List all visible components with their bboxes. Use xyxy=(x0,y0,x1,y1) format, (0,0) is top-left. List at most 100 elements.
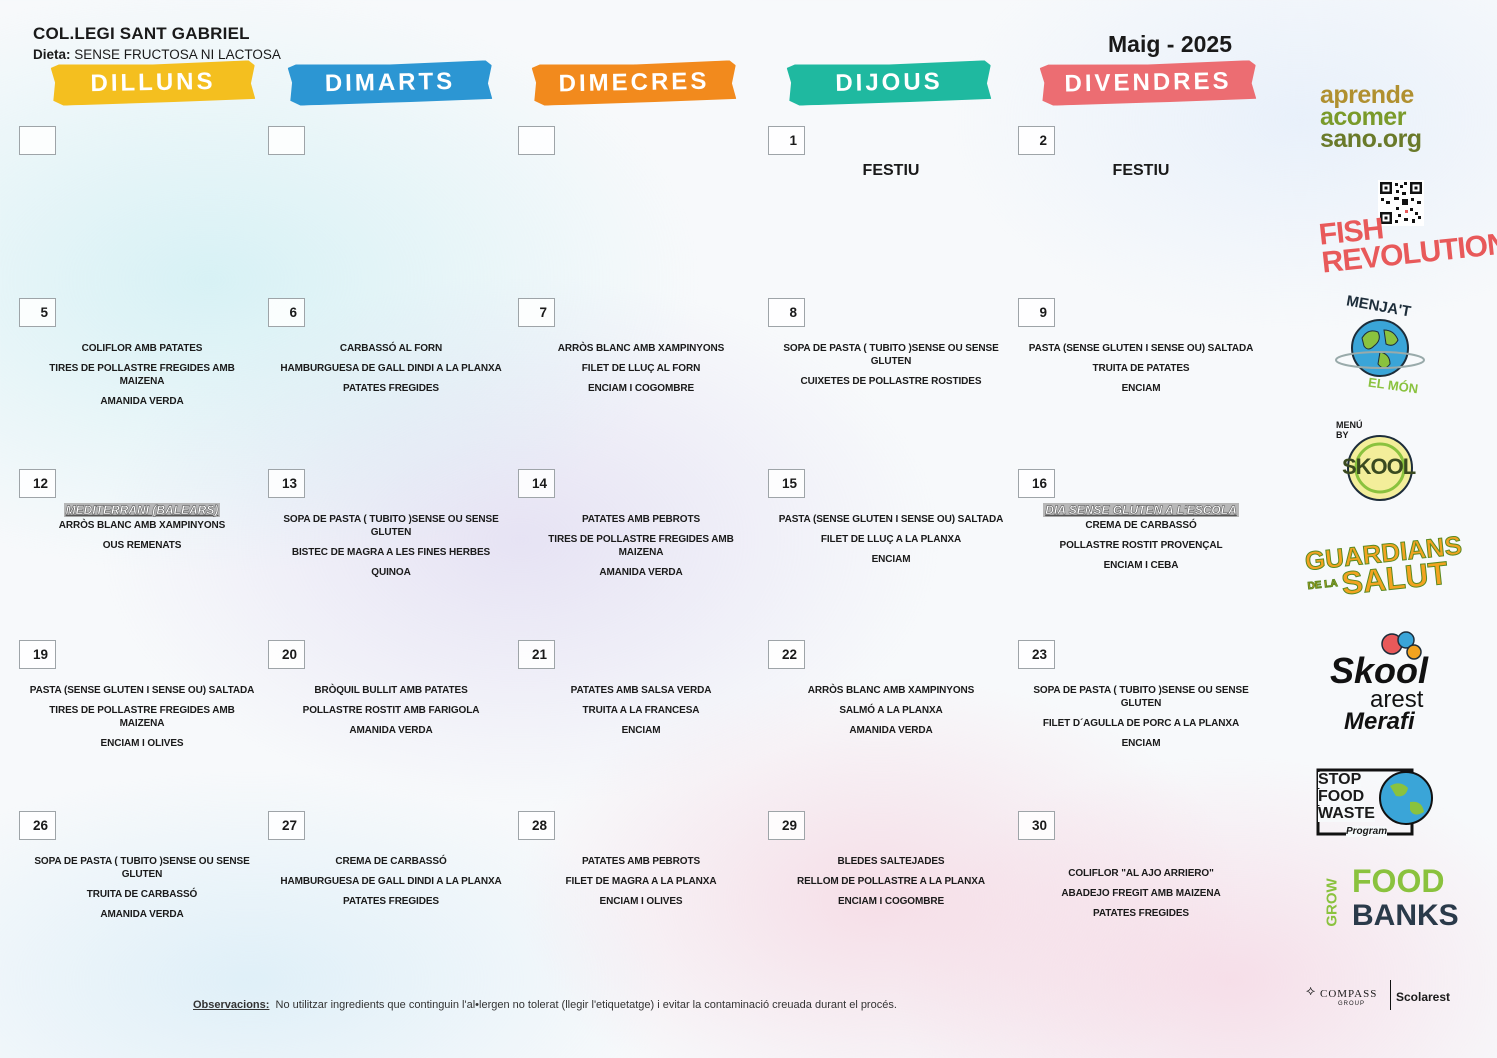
day-cell: 27 CREMA DE CARBASSÓ HAMBURGUESA DE GALL D… xyxy=(268,811,514,981)
menu-dish: TIRES DE POLLASTRE FREGIDES AMB MAIZENA xyxy=(49,705,235,729)
special-day-banner: MEDITERRANI (BALEARS) xyxy=(19,501,265,519)
chef-icon xyxy=(1381,631,1422,660)
day-menu: PATATES AMB PEBROTS TIRES DE POLLASTRE FR… xyxy=(518,513,764,586)
menu-dish: FILET DE MAGRA A LA PLANXA xyxy=(565,876,717,887)
day-cell: 7 ARRÒS BLANC AMB XAMPINYONS FILET DE LLUÇ… xyxy=(518,298,764,468)
menu-dish: AMANIDA VERDA xyxy=(100,396,184,407)
day-menu: COLIFLOR "AL AJO ARRIERO" ABADEJO FREGIT … xyxy=(1018,867,1264,927)
day-number: 26 xyxy=(19,811,56,840)
menu-dish: ENCIAM I COGOMBRE xyxy=(837,896,945,907)
skoolarest-line-3: Merafi xyxy=(1344,708,1415,735)
menu-dish: HAMBURGUESA DE GALL DINDI A LA PLANXA xyxy=(280,876,502,887)
grow-food-banks-logo: GROW FOOD BANKS xyxy=(1323,864,1459,938)
menu-dish: CREMA DE CARBASSÓ xyxy=(1085,520,1197,531)
day-number: 2 xyxy=(1018,126,1055,155)
day-menu: FESTIU xyxy=(768,162,1014,180)
day-number: 27 xyxy=(268,811,305,840)
menu-dish: SOPA DE PASTA ( TUBITO )SENSE OU SENSE G… xyxy=(783,343,999,367)
day-cell: 23 SOPA DE PASTA ( TUBITO )SENSE OU SENSE… xyxy=(1018,640,1264,810)
menu-dish: ENCIAM xyxy=(1121,738,1161,749)
menu-dish: CREMA DE CARBASSÓ xyxy=(335,856,447,867)
day-cell xyxy=(19,126,265,296)
day-cell: 8 SOPA DE PASTA ( TUBITO )SENSE OU SENSE … xyxy=(768,298,1014,468)
day-number: 29 xyxy=(768,811,805,840)
day-cell: 29 BLEDES SALTEJADES RELLOM DE POLLASTRE A… xyxy=(768,811,1014,981)
day-number: 14 xyxy=(518,469,555,498)
day-menu: CARBASSÓ AL FORN HAMBURGUESA DE GALL DIND… xyxy=(268,342,514,402)
special-day-label: DIA SENSE GLUTEN A L'ESCOLA xyxy=(1043,503,1239,517)
day-menu: ARRÒS BLANC AMB XAMPINYONS FILET DE LLUÇ … xyxy=(518,342,764,402)
day-number: 21 xyxy=(518,640,555,669)
menu-dish: ENCIAM I OLIVES xyxy=(599,896,683,907)
menu-dish: TIRES DE POLLASTRE FREGIDES AMB MAIZENA xyxy=(49,363,235,387)
day-cell: 30 COLIFLOR "AL AJO ARRIERO" ABADEJO FREGI… xyxy=(1018,811,1264,981)
menu-dish: AMANIDA VERDA xyxy=(349,725,433,736)
day-number: 7 xyxy=(518,298,555,327)
menu-dish: PASTA (SENSE GLUTEN I SENSE OU) SALTADA xyxy=(1028,343,1254,354)
day-menu: CREMA DE CARBASSÓ HAMBURGUESA DE GALL DIN… xyxy=(268,855,514,915)
day-number: 13 xyxy=(268,469,305,498)
menu-dish: RELLOM DE POLLASTRE A LA PLANXA xyxy=(796,876,985,887)
weekday-banner-divendres: DIVENDRES xyxy=(1040,60,1257,106)
day-number: 16 xyxy=(1018,469,1055,498)
stopfood-line-3: WASTE xyxy=(1318,805,1375,822)
day-number: 15 xyxy=(768,469,805,498)
aprende-line-2: acomer xyxy=(1320,103,1406,131)
day-cell: 16 DIA SENSE GLUTEN A L'ESCOLA CREMA DE CA… xyxy=(1018,469,1264,639)
school-name: COL.LEGI SANT GABRIEL xyxy=(33,24,250,43)
day-menu: PATATES AMB PEBROTS FILET DE MAGRA A LA P… xyxy=(518,855,764,915)
menu-dish: SOPA DE PASTA ( TUBITO )SENSE OU SENSE G… xyxy=(283,514,499,538)
day-number: 8 xyxy=(768,298,805,327)
skool-word: SKOOL xyxy=(1342,454,1416,479)
scolarest-word: Scolarest xyxy=(1396,990,1451,1004)
day-menu: SOPA DE PASTA ( TUBITO )SENSE OU SENSE G… xyxy=(268,513,514,586)
grow-word: GROW xyxy=(1323,878,1341,927)
menu-dish: TIRES DE POLLASTRE FREGIDES AMB MAIZENA xyxy=(548,534,734,558)
guardians-line-3: SALUT xyxy=(1339,554,1450,602)
day-menu: SOPA DE PASTA ( TUBITO )SENSE OU SENSE G… xyxy=(768,342,1014,395)
menu-dish: SOPA DE PASTA ( TUBITO )SENSE OU SENSE G… xyxy=(34,856,250,880)
day-menu: ARRÒS BLANC AMB XAMPINYONS SALMÓ A LA PLA… xyxy=(768,684,1014,744)
logo-divider xyxy=(1390,980,1391,1010)
menu-dish: PATATES AMB SALSA VERDA xyxy=(570,685,712,696)
aprende-line-3: sano.org xyxy=(1320,125,1422,153)
menu-dish: PATATES FREGIDES xyxy=(343,896,439,907)
day-cell: 12 MEDITERRANI (BALEARS) ARRÒS BLANC AMB X… xyxy=(19,469,265,639)
stop-food-waste-logo: STOP FOOD WASTE Program xyxy=(1316,764,1440,844)
weekday-banner-dimecres: DIMECRES xyxy=(532,60,737,106)
day-cell: 2 FESTIU xyxy=(1018,126,1264,296)
day-number: 22 xyxy=(768,640,805,669)
menu-dish: FILET DE LLUÇ A LA PLANXA xyxy=(820,534,962,545)
day-menu: PASTA (SENSE GLUTEN I SENSE OU) SALTADA T… xyxy=(1018,342,1264,402)
holiday-label: FESTIU xyxy=(1112,162,1170,179)
menu-dish: SALMÓ A LA PLANXA xyxy=(839,705,943,716)
menu-dish: COLIFLOR "AL AJO ARRIERO" xyxy=(1068,868,1214,879)
day-menu: BRÒQUIL BULLIT AMB PATATES POLLASTRE ROST… xyxy=(268,684,514,744)
menu-dish: CUIXETES DE POLLASTRE ROSTIDES xyxy=(800,376,982,387)
menu-dish: SOPA DE PASTA ( TUBITO )SENSE OU SENSE G… xyxy=(1033,685,1249,709)
stopfood-line-4: Program xyxy=(1346,826,1388,837)
day-cell xyxy=(518,126,764,296)
menu-dish: FILET DE LLUÇ AL FORN xyxy=(581,363,701,374)
compass-scolarest-logo: ⟡ COMPASS GROUP Scolarest xyxy=(1306,980,1456,1014)
day-number xyxy=(268,126,305,155)
day-cell: 19 PASTA (SENSE GLUTEN I SENSE OU) SALTAD… xyxy=(19,640,265,810)
menu-dish: PATATES FREGIDES xyxy=(343,383,439,394)
day-number xyxy=(518,126,555,155)
fish-revolution-logo: FISH REVOLUTION xyxy=(1317,202,1497,279)
day-cell: 20 BRÒQUIL BULLIT AMB PATATES POLLASTRE RO… xyxy=(268,640,514,810)
menu-dish: AMANIDA VERDA xyxy=(100,909,184,920)
menu-dish: BISTEC DE MAGRA A LES FINES HERBES xyxy=(291,547,491,558)
day-number xyxy=(19,126,56,155)
compass-icon: ⟡ xyxy=(1306,982,1316,998)
weekday-banner-dilluns: DILLUNS xyxy=(51,60,256,106)
qr-code-icon xyxy=(1378,180,1424,226)
menu-dish: PATATES AMB PEBROTS xyxy=(581,856,701,867)
menu-dish: BRÒQUIL BULLIT AMB PATATES xyxy=(314,685,468,696)
menu-dish: ENCIAM I COGOMBRE xyxy=(587,383,695,394)
month-title: Maig - 2025 xyxy=(1108,31,1232,57)
menu-by-skool-logo: MENÚ BY SKOOL xyxy=(1336,420,1426,504)
day-cell: 6 CARBASSÓ AL FORN HAMBURGUESA DE GALL DIN… xyxy=(268,298,514,468)
menu-dish: TRUITA DE CARBASSÓ xyxy=(86,889,198,900)
day-menu: BLEDES SALTEJADES RELLOM DE POLLASTRE A L… xyxy=(768,855,1014,915)
